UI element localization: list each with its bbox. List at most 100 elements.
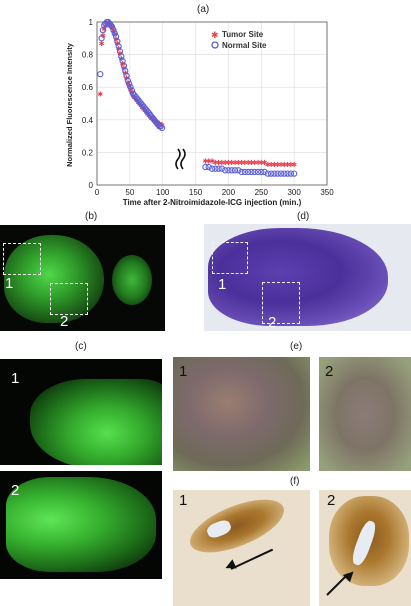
tumor-site-point: ✱ <box>262 159 268 167</box>
normal-site-point <box>108 23 116 31</box>
region-number-1: 1 <box>179 492 188 509</box>
tumor-site-point: ✱ <box>268 161 274 169</box>
tumor-site-point: ✱ <box>242 159 248 167</box>
tumor-site-point: ✱ <box>281 161 287 169</box>
normal-site-point <box>107 22 114 29</box>
tumor-site-point: ✱ <box>248 159 254 167</box>
tumor-site-point: ✱ <box>258 159 264 167</box>
region-number-1: 1 <box>218 276 227 293</box>
y-tick-label: 1 <box>89 18 94 27</box>
normal-site-point <box>97 71 104 78</box>
legend-normal-label: Normal Site <box>222 41 267 50</box>
normal-site-point <box>238 168 245 176</box>
normal-site-point <box>248 168 255 176</box>
normal-site-point <box>244 168 252 176</box>
roi-box-1 <box>212 242 248 274</box>
zoom-fluorescence-1: 1 <box>0 359 162 465</box>
tumor-site-point: ✱ <box>278 161 284 169</box>
tissue-right-lobe <box>112 255 152 305</box>
ihc-image-1: 1 <box>173 357 310 471</box>
x-tick-label: 250 <box>255 188 269 197</box>
legend-tumor-marker: ✱ <box>211 30 219 40</box>
region-number-2: 2 <box>268 314 277 331</box>
normal-site-point <box>110 26 117 34</box>
normal-site-point <box>267 170 275 177</box>
tumor-site-point: ✱ <box>219 159 225 167</box>
arrow-icon <box>230 548 274 570</box>
roi-box-2 <box>262 282 300 324</box>
roi-box-1 <box>3 243 41 275</box>
tumor-site-point: ✱ <box>216 159 222 167</box>
x-tick-label: 300 <box>287 188 301 197</box>
tumor-site-point: ✱ <box>252 159 258 167</box>
y-axis-label: Normalized Fluorescence Intensity <box>65 42 74 167</box>
normal-site-point <box>264 170 272 177</box>
staining-image-2: 2 <box>319 490 411 606</box>
tumor-site-point: ✱ <box>222 159 228 167</box>
tumor-site-point: ✱ <box>229 159 235 167</box>
panel-label-e: (e) <box>290 341 303 352</box>
region-number-1: 1 <box>11 370 20 387</box>
x-tick-label: 50 <box>125 188 134 197</box>
normal-site-point <box>225 167 232 174</box>
x-tick-label: 150 <box>189 188 203 197</box>
normal-site-point <box>271 170 278 177</box>
panel-label-d: (d) <box>297 211 310 222</box>
normal-site-point <box>277 170 285 177</box>
normal-site-point <box>231 167 239 174</box>
normal-site-point <box>208 165 216 172</box>
normal-site-point <box>258 168 265 176</box>
normal-site-point <box>124 77 132 84</box>
normal-site-point <box>111 30 118 37</box>
tumor-site-point: ✱ <box>288 161 294 169</box>
normal-site-point <box>281 170 288 177</box>
region-number-2: 2 <box>327 492 336 509</box>
tumor-site-point: ✱ <box>265 161 271 169</box>
normal-site-point <box>98 35 105 42</box>
tumor-site-point: ✱ <box>212 159 218 167</box>
tumor-site-point: ✱ <box>255 159 261 167</box>
normal-site-point <box>287 170 295 177</box>
y-tick-label: 0 <box>89 181 94 190</box>
legend-tumor-label: Tumor Site <box>222 30 264 39</box>
normal-site-point <box>290 170 298 177</box>
y-tick-label: 0.4 <box>82 116 94 125</box>
tumor-site-point: ✱ <box>206 158 212 166</box>
plot-frame <box>96 21 328 186</box>
tumor-site-point: ✱ <box>271 161 277 169</box>
normal-site-point <box>215 165 222 172</box>
region-number-2: 2 <box>325 363 334 380</box>
axis-break-icon <box>175 148 186 170</box>
normal-site-point <box>128 87 135 94</box>
x-tick-label: 200 <box>222 188 236 197</box>
normal-site-point <box>251 168 258 176</box>
tumor-site-point: ✱ <box>101 26 107 34</box>
tumor-site-point: ✱ <box>275 161 281 169</box>
region-number-2: 2 <box>60 313 69 330</box>
tumor-site-point: ✱ <box>97 91 103 99</box>
normal-site-point <box>158 124 166 132</box>
x-tick-label: 0 <box>95 188 100 197</box>
x-tick-label: 100 <box>156 188 170 197</box>
x-axis-label: Time after 2-Nitroimidazole-ICG injectio… <box>123 198 302 207</box>
y-tick-label: 0.2 <box>82 148 94 157</box>
tumor-site-point: ✱ <box>235 159 241 167</box>
panel-label-a: (a) <box>197 4 210 15</box>
tumor-site-point: ✱ <box>285 161 291 169</box>
normal-site-point <box>202 163 209 171</box>
legend-normal-marker <box>211 41 219 49</box>
tumor-site-point: ✱ <box>232 159 238 167</box>
panel-label-c: (c) <box>75 341 87 352</box>
tumor-site-point: ✱ <box>245 159 251 167</box>
normal-site-point <box>126 80 133 88</box>
normal-site-point <box>284 170 291 177</box>
fluorescence-section-image: 1 2 <box>0 225 165 331</box>
region-number-2: 2 <box>11 482 20 499</box>
tumor-site-point: ✱ <box>239 159 245 167</box>
he-tissue <box>208 228 388 326</box>
y-tick-label: 0.8 <box>82 51 94 60</box>
region-number-1: 1 <box>5 275 14 292</box>
normal-site-point <box>254 168 262 176</box>
tumor-site-point: ✱ <box>202 158 208 166</box>
